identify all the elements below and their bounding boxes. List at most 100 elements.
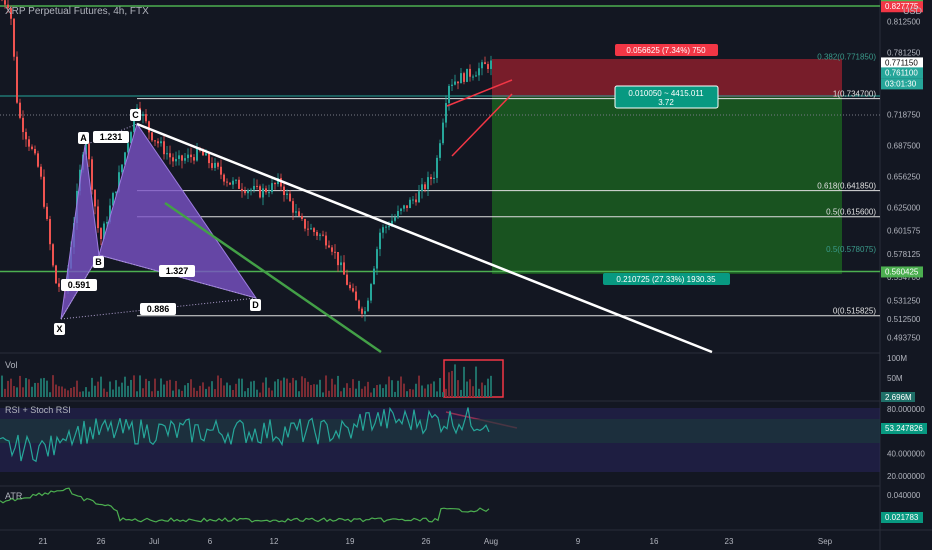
candle-body: [223, 174, 225, 182]
volume-bar: [277, 379, 279, 397]
time-tick: 9: [576, 537, 581, 546]
price-badge: [881, 78, 923, 90]
volume-bar: [4, 388, 6, 397]
candle-body: [382, 227, 384, 233]
volume-bar: [313, 384, 315, 397]
candle-body: [163, 141, 165, 155]
volume-bar: [457, 380, 459, 397]
candle-body: [265, 188, 267, 193]
stop-label: 0.056625 (7.34%) 750: [626, 46, 706, 55]
candle-body: [208, 153, 210, 164]
volume-bar: [79, 391, 81, 397]
candle-body: [229, 182, 231, 185]
volume-bar: [397, 380, 399, 397]
price-tick: 0.554700: [887, 273, 921, 282]
candle-body: [154, 140, 156, 142]
volume-bar: [451, 370, 453, 397]
candle-body: [289, 193, 291, 202]
candle-body: [202, 150, 204, 156]
candle-body: [331, 247, 333, 252]
volume-bar: [445, 388, 447, 397]
volume-bar: [49, 392, 51, 397]
candle-body: [226, 181, 228, 183]
risk-reward-line2: 3.72: [658, 98, 674, 107]
candle-body: [244, 191, 246, 194]
candle-body: [412, 199, 414, 201]
volume-bar: [388, 376, 390, 397]
price-badge-text: 0.827775: [885, 2, 919, 11]
volume-tick: 50M: [887, 374, 903, 383]
time-tick: 16: [650, 537, 659, 546]
volume-bar: [292, 377, 294, 397]
candle-body: [286, 193, 288, 196]
candle-body: [55, 265, 57, 284]
price-tick: 0.578125: [887, 250, 921, 259]
candle-body: [133, 114, 135, 133]
volume-bar: [346, 383, 348, 397]
volume-bar: [109, 381, 111, 397]
candle-body: [466, 68, 468, 82]
volume-bar: [172, 390, 174, 397]
volume-bar: [424, 388, 426, 397]
candle-body: [115, 191, 117, 194]
candle-body: [418, 191, 420, 203]
time-tick: 26: [97, 537, 106, 546]
volume-bar: [298, 391, 300, 397]
candle-body: [166, 153, 168, 155]
candle-body: [310, 228, 312, 230]
candle-body: [94, 189, 96, 207]
atr-tick: 0.040000: [887, 491, 921, 500]
volume-bar: [175, 380, 177, 397]
pattern-ratio-badge: [61, 279, 97, 291]
take-profit-zone: [492, 97, 842, 274]
candle-body: [109, 205, 111, 222]
volume-bar: [421, 385, 423, 397]
candle-body: [370, 284, 372, 301]
volume-bar: [40, 378, 42, 397]
pattern-point-label: B: [95, 257, 102, 267]
volume-bar: [340, 391, 342, 397]
pattern-ratio-badge: [140, 303, 176, 315]
target-label-badge: [603, 273, 730, 285]
time-tick: Jul: [149, 537, 159, 546]
volume-bar: [247, 388, 249, 397]
rsi-tick: 20.000000: [887, 472, 925, 481]
candle-body: [256, 185, 258, 187]
candle-body: [88, 143, 90, 160]
candle-body: [172, 157, 174, 162]
symbol-title: XRP Perpetual Futures, 4h, FTX: [5, 6, 149, 17]
candle-body: [211, 163, 213, 168]
target-label: 0.210725 (27.33%) 1930.35: [616, 275, 716, 284]
candle-body: [217, 162, 219, 167]
candle-body: [427, 177, 429, 190]
candle-body: [436, 157, 438, 178]
time-tick: 6: [208, 537, 213, 546]
volume-bar: [403, 383, 405, 397]
volume-bar: [379, 384, 381, 397]
candle-body: [157, 141, 159, 144]
volume-bar: [244, 391, 246, 397]
price-badge: [881, 57, 923, 69]
candle-body: [349, 284, 351, 289]
volume-bar: [289, 382, 291, 397]
candle-body: [187, 154, 189, 159]
volume-bar: [124, 376, 126, 397]
price-tick: 0.493750: [887, 334, 921, 343]
volume-bar: [130, 379, 132, 397]
candle-body: [235, 179, 237, 181]
volume-bar: [238, 378, 240, 397]
volume-bar: [463, 366, 465, 397]
volume-bar: [82, 391, 84, 397]
volume-bar: [97, 381, 99, 397]
candle-body: [334, 251, 336, 253]
trend-line-green: [164, 201, 382, 354]
candle-body: [340, 262, 342, 266]
volume-last-badge: [881, 392, 915, 402]
volume-bar: [316, 384, 318, 397]
time-tick: 21: [39, 537, 48, 546]
volume-bar: [61, 386, 63, 397]
volume-bar: [475, 366, 477, 397]
candle-body: [25, 132, 27, 140]
candle-body: [178, 155, 180, 159]
